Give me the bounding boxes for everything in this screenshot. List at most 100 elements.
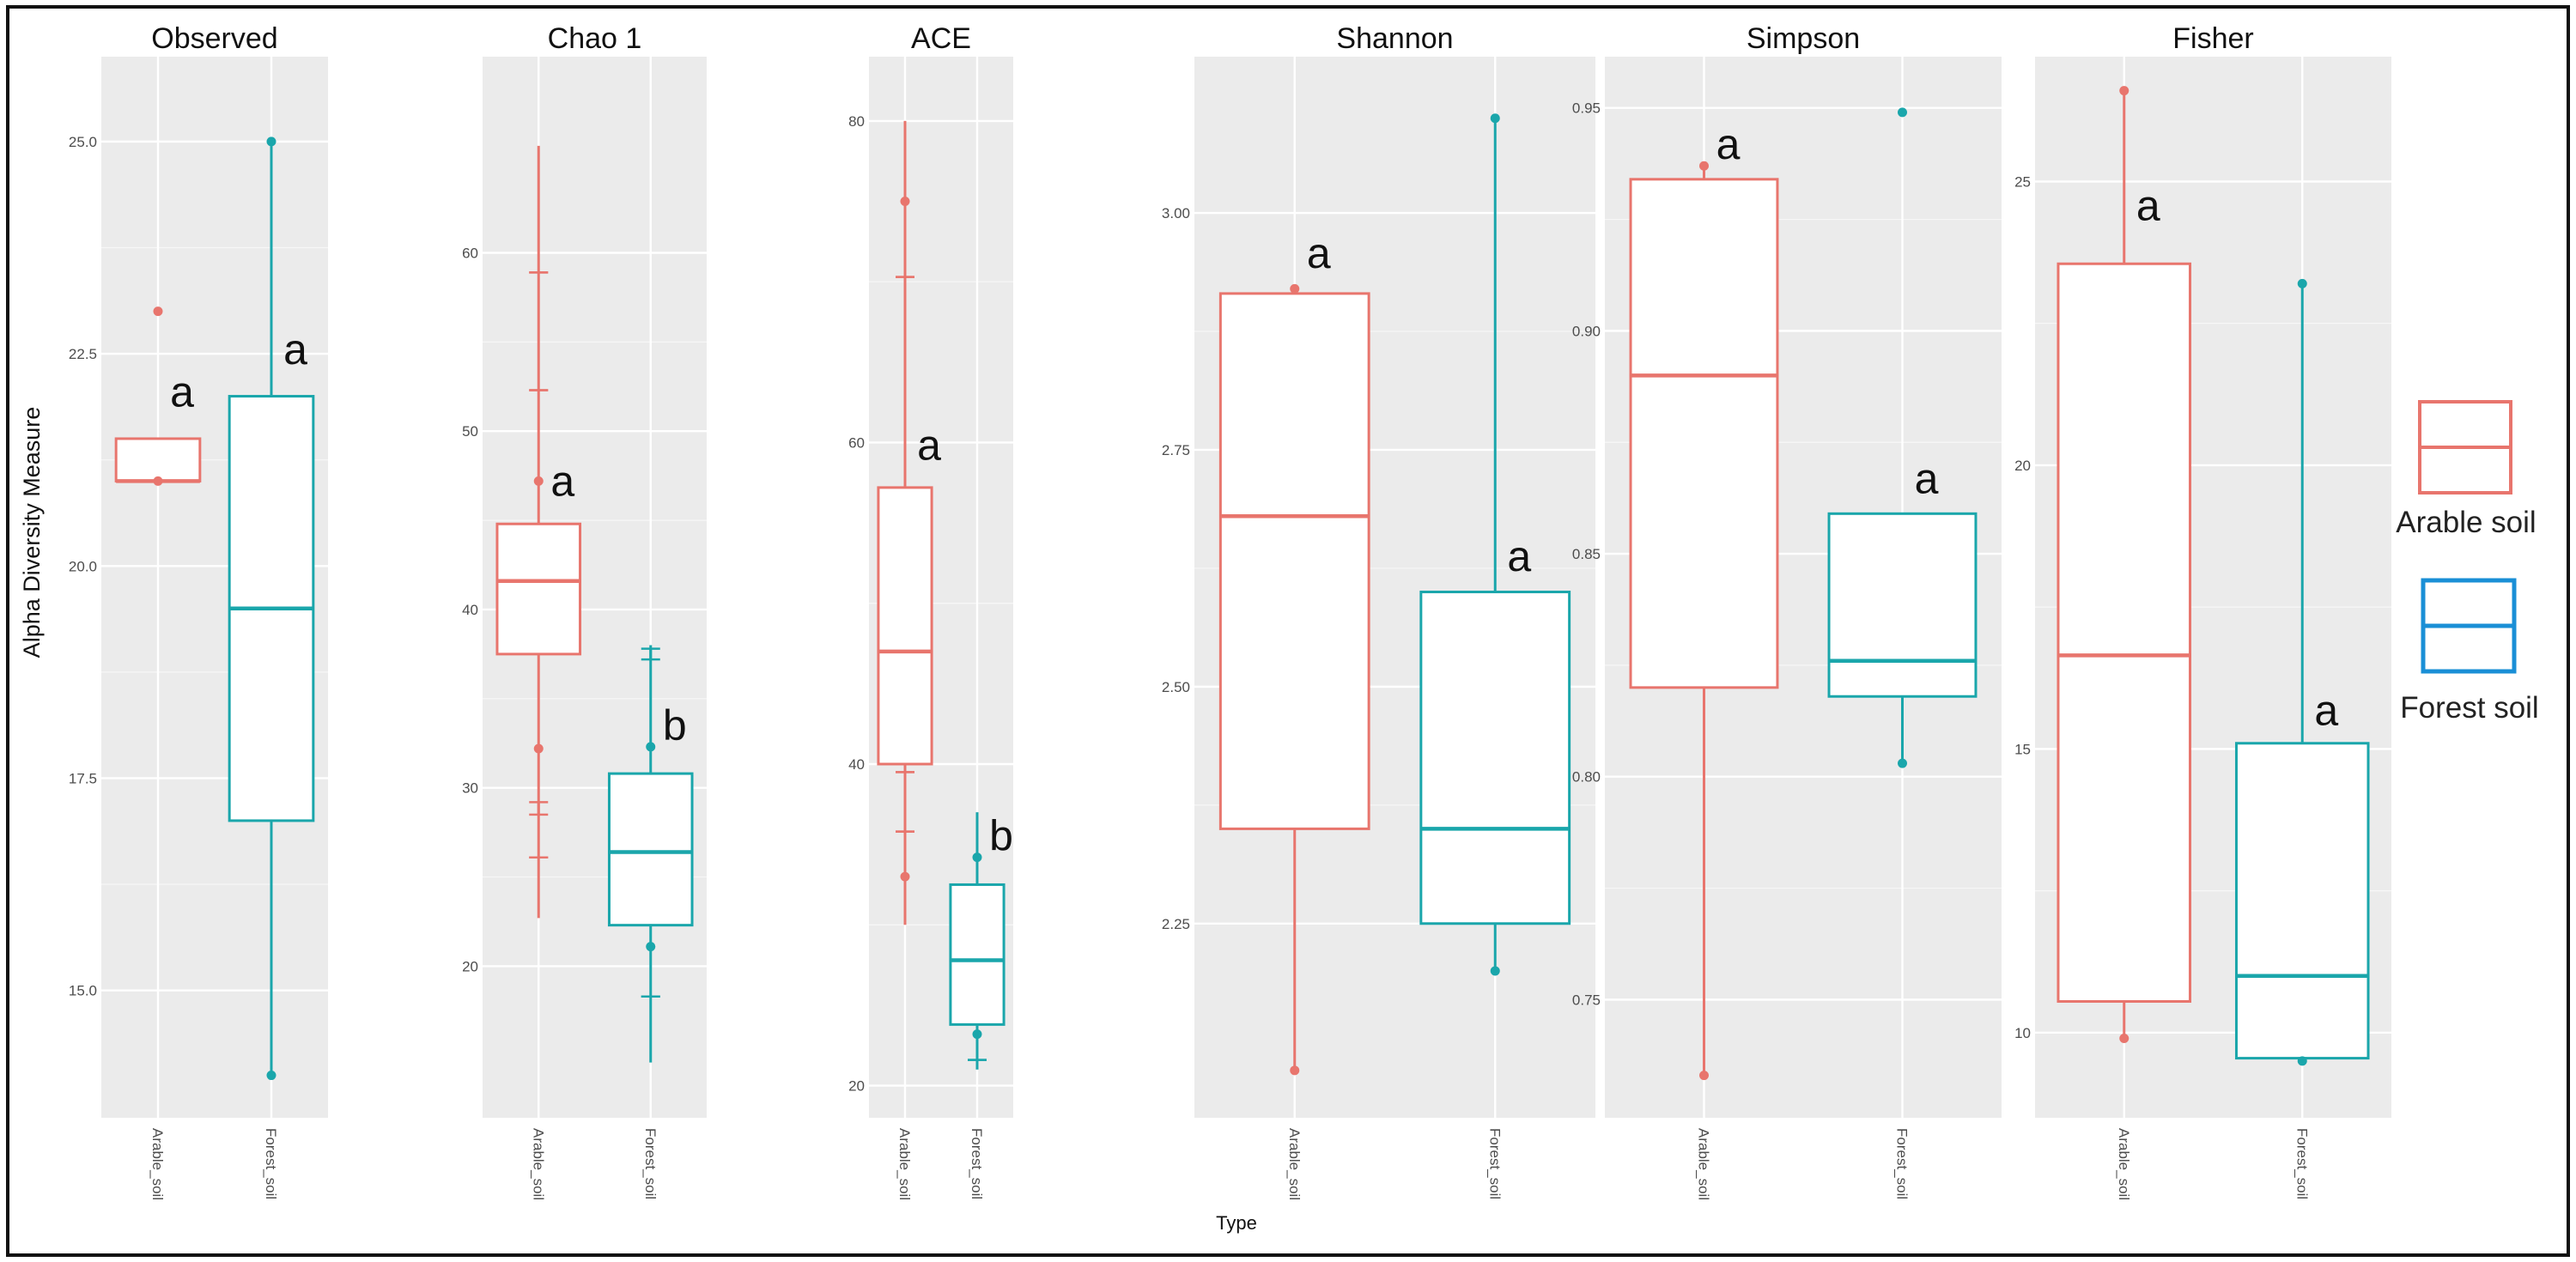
y-tick-label: 2.75 bbox=[1162, 442, 1190, 458]
data-point bbox=[1699, 1071, 1709, 1081]
data-point bbox=[646, 742, 656, 752]
box-iqr bbox=[1419, 591, 1571, 925]
data-point bbox=[153, 476, 163, 486]
y-tick-label: 25.0 bbox=[69, 134, 97, 150]
y-tick-label: 40 bbox=[848, 756, 865, 773]
box-iqr bbox=[114, 437, 202, 482]
data-point bbox=[533, 743, 544, 754]
x-tick-label: Arable_soil bbox=[1696, 1128, 1712, 1200]
panel-title: Shannon bbox=[1336, 22, 1453, 55]
data-point bbox=[2119, 86, 2129, 96]
panel-title: ACE bbox=[911, 22, 971, 55]
panel-title: Chao 1 bbox=[548, 22, 642, 55]
significance-label: b bbox=[989, 812, 1013, 860]
data-point bbox=[2119, 1033, 2129, 1043]
y-tick-label: 3.00 bbox=[1162, 205, 1190, 221]
box-iqr bbox=[607, 772, 694, 927]
y-tick-label: 20.0 bbox=[69, 558, 97, 574]
data-point bbox=[153, 306, 163, 317]
x-tick-label: Forest_soil bbox=[1486, 1128, 1503, 1199]
panel-chao1: 20 30 40 50 60 Chao 1 a Arable_soil b Forest_soil bbox=[462, 22, 707, 1200]
panel-fisher: 10 15 20 25 Fisher a Arable_soil a Forest_soil bbox=[2014, 22, 2391, 1200]
x-tick-label: Arable_soil bbox=[896, 1128, 913, 1200]
legend: Arable soil Forest soil bbox=[2396, 400, 2539, 725]
data-point bbox=[1490, 966, 1500, 976]
significance-label: b bbox=[663, 701, 687, 749]
significance-label: a bbox=[2136, 181, 2160, 229]
box-iqr bbox=[495, 522, 582, 656]
facet-panels: 15.0 17.5 20.0 22.5 25.0 Observed a Arable_soil… bbox=[69, 22, 2391, 1200]
y-tick-label: 2.50 bbox=[1162, 679, 1190, 695]
y-tick-label: 17.5 bbox=[69, 770, 97, 786]
y-tick-label: 60 bbox=[848, 434, 865, 451]
y-tick-label: 30 bbox=[462, 780, 478, 797]
y-tick-label: 0.80 bbox=[1572, 769, 1601, 786]
x-tick-label: Forest_soil bbox=[642, 1128, 659, 1199]
y-tick-label: 40 bbox=[462, 602, 478, 618]
box-arable-soil: a bbox=[495, 145, 582, 919]
box-forest-soil: a bbox=[1827, 107, 1978, 768]
significance-label: a bbox=[1716, 120, 1741, 168]
data-point bbox=[646, 942, 656, 952]
y-tick-label: 0.75 bbox=[1572, 992, 1601, 1008]
x-tick-label: Forest_soil bbox=[263, 1128, 279, 1199]
box-forest-soil: b bbox=[607, 645, 694, 1063]
data-point bbox=[2297, 1056, 2307, 1066]
y-tick-label: 0.95 bbox=[1572, 100, 1601, 117]
box-iqr bbox=[949, 883, 1005, 1026]
data-point bbox=[972, 1029, 982, 1040]
data-point bbox=[972, 852, 982, 863]
x-tick-label: Forest_soil bbox=[2293, 1128, 2310, 1199]
y-tick-label: 15.0 bbox=[69, 983, 97, 999]
box-iqr bbox=[1218, 292, 1370, 830]
box-arable-soil: a bbox=[1218, 229, 1370, 1076]
y-tick-label: 50 bbox=[462, 423, 478, 440]
x-tick-label: Forest_soil bbox=[969, 1128, 985, 1199]
x-tick-label: Arable_soil bbox=[530, 1128, 546, 1200]
x-tick-label: Arable_soil bbox=[1286, 1128, 1303, 1200]
y-tick-label: 10 bbox=[2014, 1025, 2031, 1041]
y-tick-label: 60 bbox=[462, 246, 478, 262]
x-axis-title: Type bbox=[1216, 1212, 1257, 1234]
y-tick-label: 0.85 bbox=[1572, 546, 1601, 562]
significance-label: a bbox=[917, 422, 941, 470]
y-tick-label: 2.25 bbox=[1162, 916, 1190, 932]
y-tick-label: 20 bbox=[2014, 458, 2031, 474]
box-iqr bbox=[1827, 512, 1978, 698]
panel-observed: 15.0 17.5 20.0 22.5 25.0 Observed a Arable_soil… bbox=[69, 22, 328, 1200]
y-tick-label: 80 bbox=[848, 113, 865, 130]
panel-shannon: 2.25 2.50 2.75 3.00 Shannon a Arable_soil a Fore… bbox=[1162, 22, 1595, 1200]
y-tick-label: 20 bbox=[462, 958, 478, 974]
panel-simpson: 0.75 0.80 0.85 0.90 0.95 Simpson a Arable_soil a… bbox=[1572, 22, 2002, 1200]
panel-title: Fisher bbox=[2172, 22, 2253, 55]
data-point bbox=[1290, 1065, 1300, 1076]
box-forest-soil: b bbox=[949, 812, 1013, 1070]
significance-label: a bbox=[1507, 532, 1531, 580]
box-arable-soil: a bbox=[1629, 120, 1779, 1081]
x-tick-label: Arable_soil bbox=[149, 1128, 166, 1200]
significance-label: a bbox=[1307, 229, 1331, 277]
box-iqr bbox=[877, 486, 933, 766]
box-arable-soil: a bbox=[2057, 86, 2192, 1043]
box-iqr bbox=[2057, 262, 2192, 1004]
significance-label: a bbox=[1915, 455, 1939, 503]
data-point bbox=[900, 197, 910, 207]
legend-label-arable: Arable soil bbox=[2396, 506, 2536, 539]
box-forest-soil: a bbox=[228, 137, 315, 1081]
significance-label: a bbox=[283, 325, 307, 373]
data-point bbox=[1490, 113, 1500, 124]
box-arable-soil: a bbox=[877, 120, 941, 925]
y-tick-label: 25 bbox=[2014, 173, 2031, 190]
x-tick-label: Arable_soil bbox=[2116, 1128, 2132, 1200]
data-point bbox=[1898, 107, 1907, 118]
panel-ace: 20 40 60 80 ACE a Arable_soil b Forest_soil bbox=[848, 22, 1013, 1200]
y-tick-label: 20 bbox=[848, 1078, 865, 1095]
significance-label: a bbox=[2314, 687, 2338, 735]
x-tick-label: Forest_soil bbox=[1894, 1128, 1911, 1199]
data-point bbox=[1898, 758, 1907, 768]
data-point bbox=[2297, 278, 2307, 288]
significance-label: a bbox=[550, 457, 574, 505]
box-iqr bbox=[1629, 178, 1779, 689]
panel-title: Simpson bbox=[1747, 22, 1860, 55]
box-arable-soil: a bbox=[114, 306, 202, 486]
